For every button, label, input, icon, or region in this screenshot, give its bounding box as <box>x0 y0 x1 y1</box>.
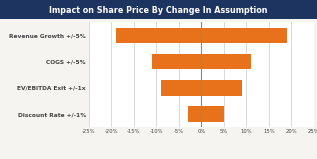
Bar <box>152 54 201 69</box>
Bar <box>188 106 201 122</box>
Bar <box>201 106 224 122</box>
Bar <box>201 54 251 69</box>
Bar <box>201 28 287 43</box>
Bar <box>201 80 242 96</box>
Bar <box>161 80 201 96</box>
Bar <box>116 28 201 43</box>
Text: Impact on Share Price By Change In Assumption: Impact on Share Price By Change In Assum… <box>49 6 268 15</box>
